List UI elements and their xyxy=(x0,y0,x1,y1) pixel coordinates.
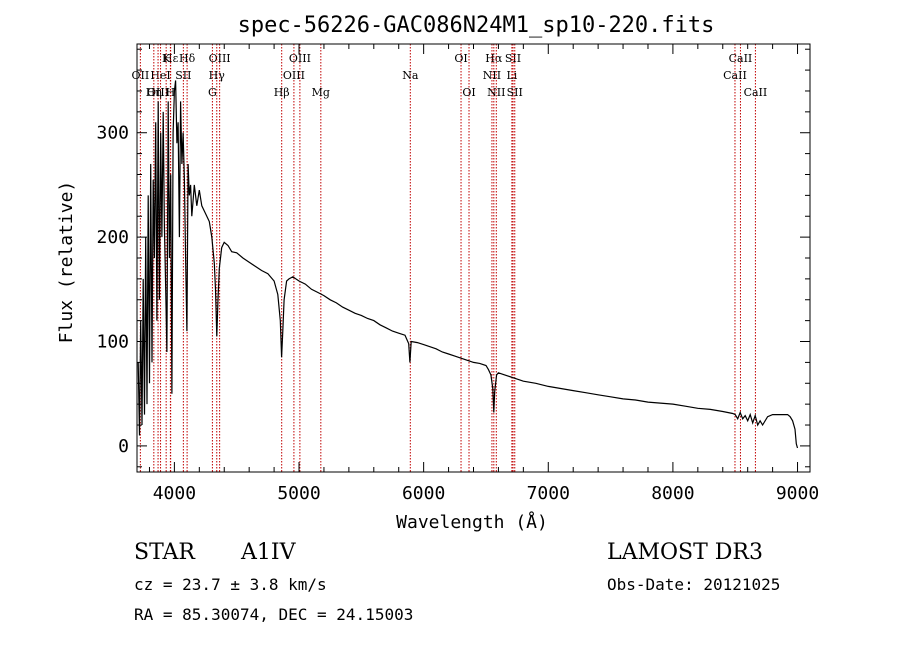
line-marker-label-0: Hε xyxy=(163,52,179,65)
x-tick-label: 4000 xyxy=(153,483,196,504)
line-marker-label-8: CaII xyxy=(729,52,753,65)
line-marker-label-25: NII xyxy=(487,86,505,99)
line-marker-label-20: H xyxy=(166,86,176,99)
y-tick-label: 300 xyxy=(96,123,129,144)
survey-name: LAMOST DR3 xyxy=(607,540,763,565)
line-marker-label-6: Hα xyxy=(485,52,503,65)
spectrum-line xyxy=(137,80,799,449)
line-marker-label-13: OIII xyxy=(283,69,305,82)
line-marker-label-3: OIII xyxy=(209,52,231,65)
line-marker-label-27: CaII xyxy=(744,86,768,99)
line-marker-label-5: OI xyxy=(454,52,467,65)
x-tick-label: 7000 xyxy=(527,483,570,504)
y-axis-label: Flux (relative) xyxy=(56,181,77,344)
line-marker-label-14: Na xyxy=(402,69,419,82)
y-tick-label: 100 xyxy=(96,332,129,353)
plot-area xyxy=(137,80,799,449)
x-tick-label: 5000 xyxy=(277,483,320,504)
line-marker-label-23: Mg xyxy=(312,86,330,99)
axes: 4000 5000 6000 7000 8000 9000 0 100 200 300 xyxy=(96,43,819,504)
x-tick-label: 8000 xyxy=(651,483,694,504)
line-marker-label-1: K xyxy=(162,52,171,65)
line-marker-label-24: OI xyxy=(462,86,475,99)
line-marker-label-7: SII xyxy=(505,52,521,65)
line-marker-label-21: G xyxy=(208,86,217,99)
x-tick-label: 9000 xyxy=(776,483,819,504)
line-marker-label-22: Hβ xyxy=(274,86,290,99)
line-marker-label-15: NII xyxy=(483,69,501,82)
plot-frame xyxy=(136,43,811,473)
line-marker-label-9: OII xyxy=(132,69,150,82)
coordinates: RA = 85.30074, DEC = 24.15003 xyxy=(134,605,414,624)
line-marker-label-4: OIII xyxy=(289,52,311,65)
line-marker-label-16: Li xyxy=(506,69,517,82)
line-marker-label-26: SII xyxy=(507,86,523,99)
object-class: STAR xyxy=(134,540,195,565)
observation-date: Obs-Date: 20121025 xyxy=(607,575,781,594)
x-axis-label: Wavelength (Å) xyxy=(396,511,548,533)
y-tick-label: 200 xyxy=(96,227,129,248)
line-marker-label-18: OIII xyxy=(147,86,169,99)
line-marker-label-10: HeI xyxy=(150,69,170,82)
line-marker-label-19: Hη xyxy=(146,86,162,99)
line-marker-label-12: Hγ xyxy=(209,69,226,82)
line-marker-label-11: SII xyxy=(175,69,191,82)
x-tick-label: 6000 xyxy=(402,483,445,504)
y-tick-label: 0 xyxy=(118,436,129,457)
redshift-velocity: cz = 23.7 ± 3.8 km/s xyxy=(134,575,327,594)
line-marker-label-2: Hδ xyxy=(179,52,196,65)
chart-title: spec-56226-GAC086N24M1_sp10-220.fits xyxy=(238,13,715,38)
line-marker-label-17: CaII xyxy=(723,69,747,82)
object-subclass: A1IV xyxy=(241,540,296,565)
